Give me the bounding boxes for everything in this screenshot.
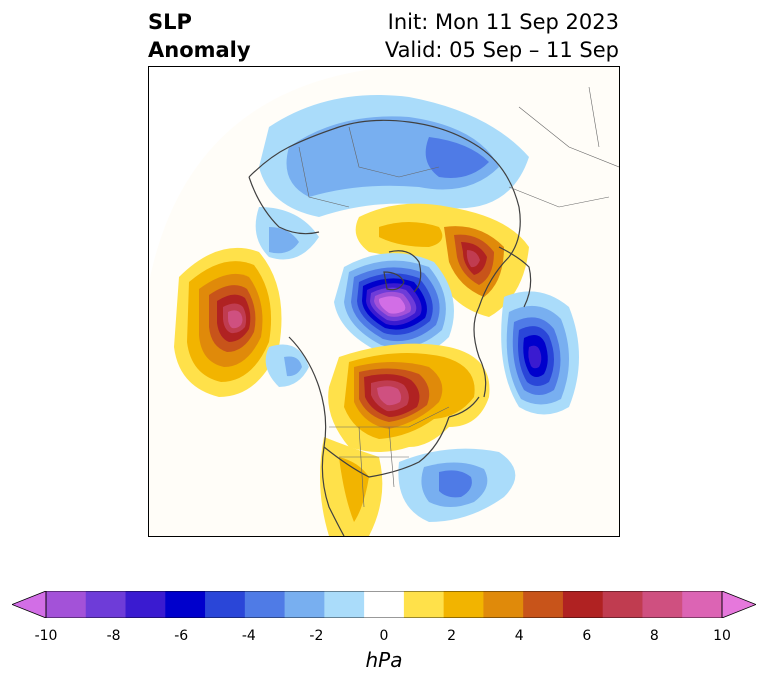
colorbar-tick-label: -10 [34, 628, 58, 644]
colorbar-bin [85, 591, 127, 618]
negative-anomaly-siberia [255, 95, 529, 260]
colorbar-outline [45, 591, 723, 618]
colorbar-tick-label: 0 [379, 628, 389, 644]
title-anomaly: Anomaly [148, 38, 251, 62]
colorbar-over-arrow [721, 591, 756, 618]
colorbar-bin [364, 591, 405, 618]
coastlines [248, 119, 532, 536]
colorbar-tick-label: 2 [447, 628, 457, 644]
colorbar-tick-label: -6 [174, 628, 189, 644]
colorbar-bin [483, 591, 524, 618]
colorbar-tick-label: -2 [309, 628, 324, 644]
negative-anomaly-arctic [334, 253, 454, 357]
colorbar [12, 591, 756, 618]
init-date-label: Init: Mon 11 Sep 2023 [387, 10, 619, 34]
colorbar-bin [324, 591, 365, 618]
colorbar-bin [284, 591, 325, 618]
colorbar-bin [205, 591, 246, 618]
colorbar-tick-label: 6 [582, 628, 592, 644]
colorbar-bin [602, 591, 643, 618]
colorbar-under-arrow [12, 591, 47, 618]
political-borders [298, 86, 619, 508]
valid-range-label: Valid: 05 Sep – 11 Sep [384, 38, 619, 62]
colorbar-bin [403, 591, 445, 618]
colorbar-unit-label: hPa [365, 648, 403, 672]
colorbar-bin [642, 591, 683, 618]
colorbar-bin [46, 591, 87, 618]
positive-anomaly-pacific [174, 247, 282, 397]
title-block-right: Init: Mon 11 Sep 2023 Valid: 05 Sep – 11… [385, 8, 619, 64]
map-panel [148, 66, 620, 537]
colorbar-bin [165, 591, 206, 618]
colorbar-bin [562, 591, 604, 618]
colorbar-tick-label: 8 [649, 628, 659, 644]
colorbar-tick-label: -8 [106, 628, 121, 644]
colorbar-bin [125, 591, 166, 618]
negative-anomaly-atlantic [501, 291, 579, 415]
colorbar-bin [244, 591, 286, 618]
slp-anomaly-map [149, 67, 619, 536]
positive-anomaly-scandinavia [355, 203, 529, 317]
title-block-left: SLP Anomaly [148, 8, 251, 64]
colorbar-bin [523, 591, 564, 618]
colorbar-bin [443, 591, 484, 618]
colorbar-tick-label: 10 [713, 628, 731, 644]
colorbar-tick-label: 4 [514, 628, 524, 644]
positive-anomaly-canada [320, 343, 490, 536]
colorbar-bin [682, 591, 723, 618]
negative-anomaly-southeast-us [265, 344, 516, 522]
title-slp: SLP [148, 10, 192, 34]
colorbar-tick-label: -4 [241, 628, 256, 644]
